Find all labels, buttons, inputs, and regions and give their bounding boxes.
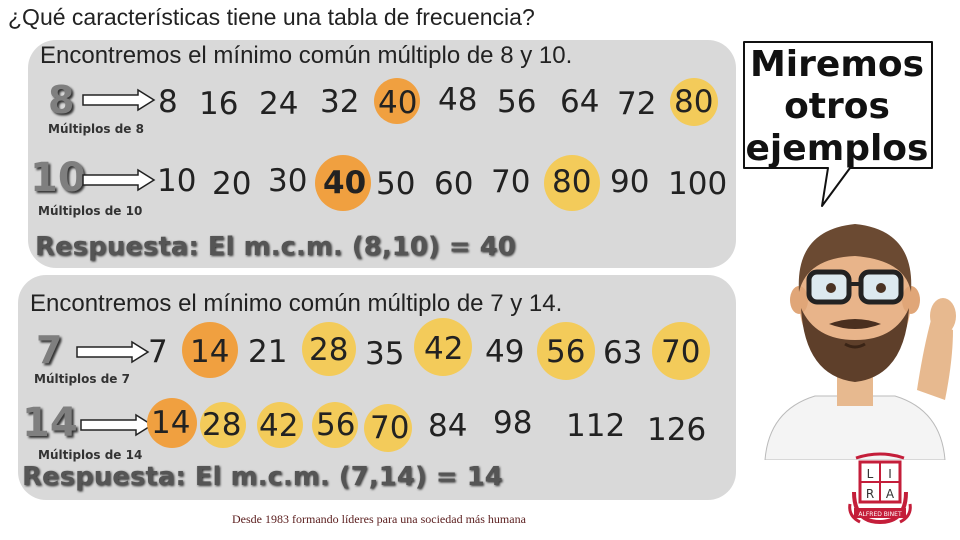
example-2-row-2-label: 14	[22, 400, 78, 446]
multiple-value: 48	[438, 82, 478, 118]
common-multiple-highlight	[200, 402, 246, 448]
multiple-value: 28	[309, 332, 349, 368]
multiple-value: 98	[493, 405, 533, 441]
logo-letter: R	[866, 487, 874, 501]
example-1-row-1-caption: Múltiplos de 8	[48, 122, 144, 136]
common-multiple-highlight	[414, 318, 472, 376]
common-multiple-highlight	[364, 404, 412, 452]
multiple-value: 100	[668, 166, 728, 202]
school-logo: L I R A ALFRED BINET	[848, 452, 912, 525]
common-multiple-highlight	[182, 322, 238, 378]
common-multiple-highlight	[312, 402, 358, 448]
multiple-value: 63	[603, 335, 643, 371]
multiple-value: 56	[497, 84, 537, 120]
multiple-value: 42	[424, 331, 464, 367]
multiple-value: 70	[661, 334, 701, 370]
example-panel-2	[18, 275, 736, 500]
common-multiple-highlight	[537, 322, 595, 380]
logo-letter: A	[886, 487, 895, 501]
example-1-row-1-label: 8	[48, 78, 75, 122]
common-multiple-highlight	[147, 398, 197, 448]
multiple-value: 40	[323, 165, 367, 201]
bubble-line-2: otros	[784, 86, 890, 127]
speech-bubble-text: Miremos otros ejemplos	[742, 44, 932, 170]
logo-letter: L	[867, 467, 874, 481]
logo-letter: I	[888, 467, 892, 481]
multiple-value: 70	[370, 410, 410, 446]
multiple-value: 60	[434, 166, 474, 202]
example-1-row-2-label: 10	[30, 155, 86, 201]
bubble-line-1: Miremos	[749, 44, 924, 85]
multiple-value: 70	[491, 164, 531, 200]
multiple-value: 14	[151, 405, 191, 441]
multiple-value: 84	[428, 408, 468, 444]
arrow-right-icon	[82, 88, 156, 112]
common-multiple-highlight	[544, 155, 600, 211]
multiple-value: 80	[552, 164, 592, 200]
example-1-answer: Respuesta: El m.c.m. (8,10) = 40	[35, 232, 516, 262]
example-panel-1	[28, 40, 736, 268]
multiple-value: 40	[378, 85, 418, 121]
example-2-answer: Respuesta: El m.c.m. (7,14) = 14	[22, 462, 503, 492]
multiple-value: 28	[202, 407, 242, 443]
example-1-row-2-caption: Múltiplos de 10	[38, 204, 143, 218]
multiple-value: 49	[485, 334, 525, 370]
common-multiple-highlight	[670, 78, 718, 126]
multiple-value: 72	[617, 86, 657, 122]
multiple-value: 30	[268, 163, 308, 199]
speech-bubble	[743, 41, 933, 207]
arrow-right-icon	[82, 168, 156, 192]
teacher-avatar	[764, 224, 956, 460]
multiple-value: 32	[320, 84, 360, 120]
common-multiple-highlight	[374, 78, 420, 124]
arrow-right-icon	[76, 340, 150, 364]
multiple-value: 24	[259, 86, 299, 122]
page-title: ¿Qué características tiene una tabla de …	[8, 4, 535, 30]
example-2-row-2-caption: Múltiplos de 14	[38, 448, 143, 462]
multiple-value: 56	[546, 334, 586, 370]
example-2-row-1-label: 7	[36, 328, 63, 372]
example-2-subtitle: Encontremos el mínimo común múltiplo de …	[30, 290, 563, 317]
multiple-value: 42	[259, 408, 299, 444]
multiple-value: 80	[674, 84, 714, 120]
common-multiple-highlight	[652, 322, 710, 380]
multiple-value: 112	[566, 408, 626, 444]
multiple-value: 35	[365, 336, 405, 372]
common-multiple-highlight	[257, 402, 303, 448]
multiple-value: 16	[199, 86, 239, 122]
arrow-right-icon	[80, 413, 154, 437]
multiple-value: 20	[212, 166, 252, 202]
multiple-value: 7	[148, 334, 168, 370]
multiple-value: 64	[560, 84, 600, 120]
example-1-subtitle: Encontremos el mínimo común múltiplo de …	[40, 42, 573, 69]
multiple-value: 8	[158, 84, 178, 120]
logo-ribbon-text: ALFRED BINET	[858, 511, 902, 518]
multiple-value: 14	[190, 334, 230, 370]
multiple-value: 126	[647, 412, 707, 448]
multiple-value: 56	[316, 407, 356, 443]
multiple-value: 90	[610, 164, 650, 200]
bubble-line-3: ejemplos	[745, 128, 929, 169]
multiple-value: 10	[157, 163, 197, 199]
example-2-row-1-caption: Múltiplos de 7	[34, 372, 130, 386]
common-multiple-highlight	[315, 155, 371, 211]
footer-slogan: Desde 1983 formando líderes para una soc…	[232, 512, 526, 526]
multiple-value: 50	[376, 166, 416, 202]
multiple-value: 21	[248, 334, 288, 370]
common-multiple-highlight	[302, 322, 356, 376]
